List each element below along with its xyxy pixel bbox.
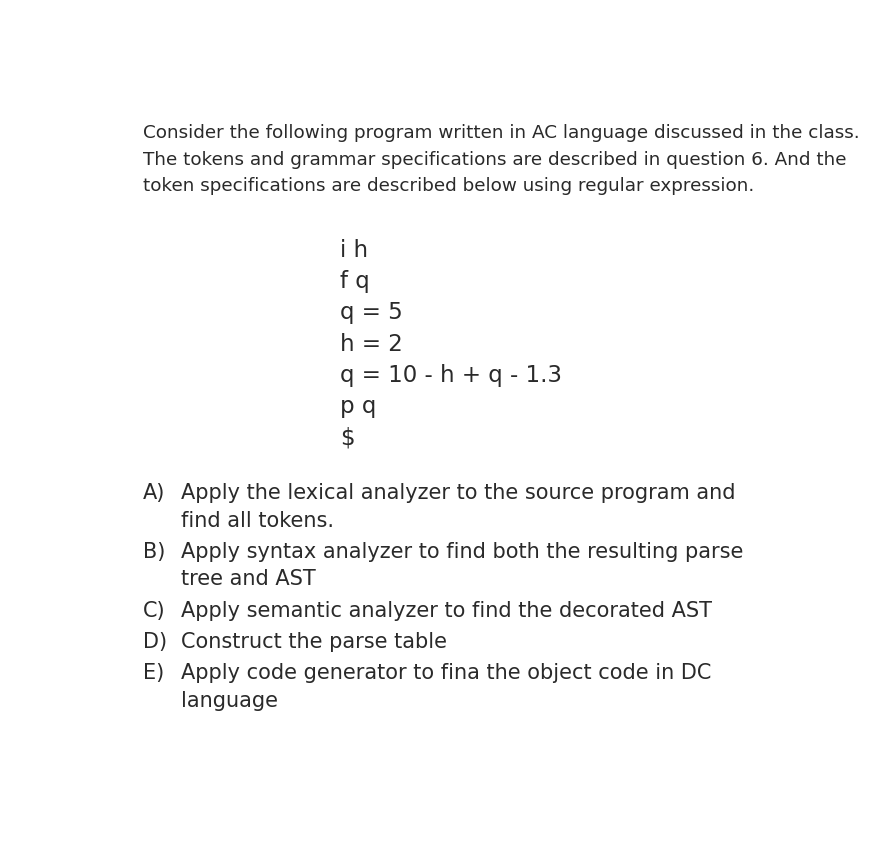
- Text: D): D): [143, 632, 167, 652]
- Text: q = 5: q = 5: [340, 302, 402, 324]
- Text: Apply the lexical analyzer to the source program and: Apply the lexical analyzer to the source…: [180, 483, 735, 503]
- Text: q = 10 - h + q - 1.3: q = 10 - h + q - 1.3: [340, 364, 562, 387]
- Text: A): A): [143, 483, 165, 503]
- Text: Apply semantic analyzer to find the decorated AST: Apply semantic analyzer to find the deco…: [180, 601, 712, 621]
- Text: Apply code generator to fina the object code in DC: Apply code generator to fina the object …: [180, 663, 711, 684]
- Text: p q: p q: [340, 395, 376, 418]
- Text: The tokens and grammar specifications are described in question 6. And the: The tokens and grammar specifications ar…: [143, 151, 847, 169]
- Text: i h: i h: [340, 239, 368, 262]
- Text: C): C): [143, 601, 165, 621]
- Text: find all tokens.: find all tokens.: [180, 511, 334, 530]
- Text: h = 2: h = 2: [340, 333, 402, 356]
- Text: $: $: [340, 426, 354, 450]
- Text: tree and AST: tree and AST: [180, 569, 316, 590]
- Text: token specifications are described below using regular expression.: token specifications are described below…: [143, 177, 754, 195]
- Text: E): E): [143, 663, 164, 684]
- Text: language: language: [180, 690, 277, 711]
- Text: B): B): [143, 542, 165, 562]
- Text: Apply syntax analyzer to find both the resulting parse: Apply syntax analyzer to find both the r…: [180, 542, 743, 562]
- Text: f q: f q: [340, 270, 369, 293]
- Text: Construct the parse table: Construct the parse table: [180, 632, 447, 652]
- Text: Consider the following program written in AC language discussed in the class.: Consider the following program written i…: [143, 125, 859, 142]
